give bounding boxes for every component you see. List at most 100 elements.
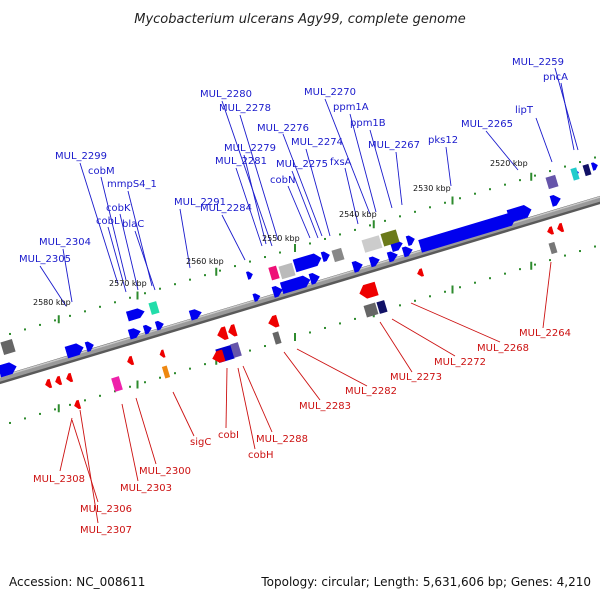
tick-dot xyxy=(219,269,221,272)
major-tick xyxy=(451,196,454,205)
tick-dot xyxy=(444,290,446,293)
gene-label: MUL_2307 xyxy=(80,525,132,536)
tick-dot xyxy=(264,256,266,259)
gene-label: MUL_2267 xyxy=(368,140,420,151)
forward-gene-arrow xyxy=(292,253,322,273)
major-tick xyxy=(372,220,375,229)
gene-label: lipT xyxy=(515,105,534,116)
leader-line xyxy=(221,100,273,247)
label-leader-lines xyxy=(39,67,579,524)
tick-dot xyxy=(114,301,116,304)
forward-gene-arrow xyxy=(418,213,516,253)
tick-dot xyxy=(579,250,581,253)
reverse-gene-arrow xyxy=(228,324,238,337)
gene-block xyxy=(0,339,16,355)
tick-dot xyxy=(129,385,131,388)
leader-line xyxy=(535,117,553,163)
gene-block xyxy=(570,167,580,181)
forward-gene-arrow xyxy=(386,251,398,263)
tick-dot xyxy=(309,331,311,334)
gene-block xyxy=(148,301,160,315)
leader-line xyxy=(485,130,519,171)
forward-gene-arrow xyxy=(351,261,363,273)
leader-line xyxy=(344,167,359,225)
tick-dot xyxy=(39,323,41,326)
kbp-label: 2530 kbp xyxy=(413,184,451,193)
tick-dot xyxy=(54,319,56,322)
kbp-label: 2540 kbp xyxy=(339,210,377,219)
reverse-gene-arrow xyxy=(359,281,379,299)
forward-gene-arrow xyxy=(405,235,415,246)
major-tick xyxy=(530,172,533,181)
gene-block xyxy=(545,174,559,190)
forward-gene-arrow xyxy=(549,195,561,207)
leader-line xyxy=(71,419,99,503)
leader-line xyxy=(369,129,393,209)
gene-label: MUL_2273 xyxy=(390,372,442,383)
gene-block xyxy=(268,265,280,281)
leader-line xyxy=(410,302,501,343)
gene-label: MUL_2268 xyxy=(477,343,529,354)
gene-label: mmpS4_1 xyxy=(107,179,157,190)
tick-dot xyxy=(99,394,101,397)
tick-dot xyxy=(549,170,551,173)
leader-line xyxy=(107,226,127,293)
tick-dot xyxy=(9,332,11,335)
forward-gene-arrow xyxy=(245,271,253,280)
major-tick xyxy=(294,333,296,341)
tick-dot xyxy=(534,174,536,177)
leader-line xyxy=(39,265,67,307)
leader-line xyxy=(119,213,139,291)
tick-dot xyxy=(339,322,341,325)
gene-label: MUL_2270 xyxy=(304,87,356,98)
tick-dot xyxy=(549,259,551,262)
leader-line xyxy=(79,409,99,524)
leader-line xyxy=(242,365,273,433)
gene-label: MUL_2305 xyxy=(19,254,71,265)
tick-dot xyxy=(129,296,131,299)
gene-label: cobN xyxy=(270,175,295,186)
tick-dot xyxy=(9,421,11,424)
tick-dot xyxy=(594,156,596,159)
forward-gene-labels: MUL_2259 pncA lipT MUL_2265 pks12 MUL_22… xyxy=(19,57,568,265)
tick-dot xyxy=(594,245,596,248)
forward-gene-arrow xyxy=(401,246,413,258)
gene-block xyxy=(230,342,242,358)
tick-dot xyxy=(399,304,401,307)
gene-label: MUL_2280 xyxy=(200,89,252,100)
tick-dot xyxy=(579,161,581,164)
tick-dot xyxy=(384,219,386,222)
kbp-label: 2570 kbp xyxy=(109,279,147,288)
reverse-gene-arrow xyxy=(45,378,53,389)
tick-dot xyxy=(204,363,206,366)
gene-block xyxy=(161,365,171,379)
scale-labels: 2520 kbp 2530 kbp 2540 kbp 2550 kbp 2560… xyxy=(33,159,528,307)
reverse-gene-arrow xyxy=(66,372,74,383)
tick-dot xyxy=(174,372,176,375)
gene-label: MUL_2308 xyxy=(33,474,85,485)
major-tick xyxy=(136,291,139,300)
gene-label: blaC xyxy=(122,219,144,230)
gene-label: MUL_2300 xyxy=(139,466,191,477)
reverse-gene-arrow xyxy=(74,399,82,410)
tick-dot xyxy=(474,281,476,284)
leader-line xyxy=(349,113,377,213)
gene-label: MUL_2283 xyxy=(299,401,351,412)
tick-dot xyxy=(69,403,71,406)
tick-dot xyxy=(459,286,461,289)
forward-gene-arrow xyxy=(506,205,532,223)
tick-dot xyxy=(144,381,146,384)
gene-label: cobH xyxy=(248,450,273,461)
reverse-gene-arrow xyxy=(127,355,135,366)
tick-dot xyxy=(189,367,191,370)
leader-line xyxy=(235,167,263,247)
forward-gene-arrow xyxy=(271,286,283,298)
forward-gene-arrow xyxy=(0,362,17,378)
tick-dot xyxy=(324,237,326,240)
gene-label: sigC xyxy=(190,437,211,448)
reverse-gene-arrow xyxy=(55,375,63,386)
leader-line xyxy=(237,367,256,450)
